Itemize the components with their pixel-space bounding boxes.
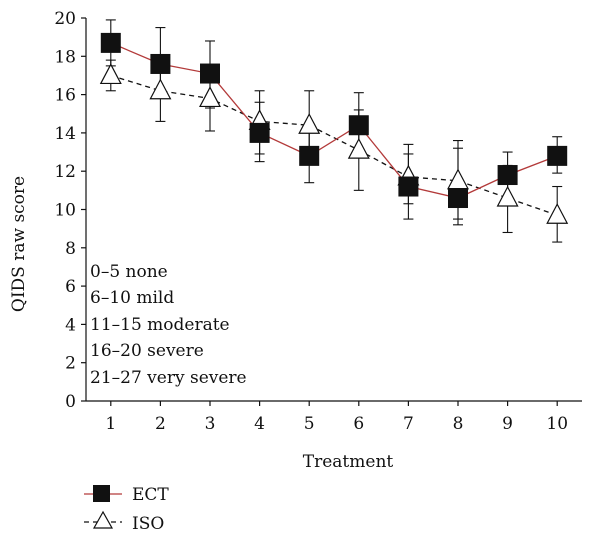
data-point-iso	[447, 168, 469, 190]
series-line-iso	[110, 74, 558, 216]
error-bars-layer	[105, 19, 563, 243]
legend: ECT ISO	[84, 485, 169, 534]
data-point-iso	[199, 86, 221, 108]
y-tick-label: 18	[54, 47, 76, 67]
data-point-ect	[497, 165, 518, 186]
x-tick-label: 3	[205, 414, 216, 434]
series-line-ect	[110, 42, 558, 199]
y-axis-label: QIDS raw score	[9, 176, 29, 312]
severity-note-line: 16–20 severe	[90, 341, 204, 361]
y-tick-label: 12	[54, 162, 76, 182]
x-tick-label: 6	[353, 414, 364, 434]
severity-note-line: 0–5 none	[90, 262, 168, 282]
x-axis-label: Treatment	[303, 452, 394, 472]
x-tick-label: 8	[453, 414, 464, 434]
y-tick-label: 2	[65, 354, 76, 374]
x-tick-label: 2	[155, 414, 166, 434]
legend-iso-label: ISO	[132, 514, 164, 534]
data-point-ect	[150, 53, 171, 74]
severity-note-line: 21–27 very severe	[90, 368, 247, 388]
x-tick-label: 9	[502, 414, 513, 434]
legend-ect-label: ECT	[132, 485, 169, 505]
legend-ect-square-icon	[93, 485, 110, 502]
data-point-ect	[299, 145, 320, 166]
legend-item-iso: ISO	[84, 510, 164, 534]
data-point-ect	[547, 145, 568, 166]
y-tick-label: 8	[65, 239, 76, 259]
series-lines-layer	[110, 42, 558, 216]
severity-annotation: 0–5 none 6–10 mild 11–15 moderate 16–20 …	[90, 262, 247, 388]
x-tick-label: 4	[254, 414, 265, 434]
y-tick-label: 20	[54, 9, 76, 29]
data-point-ect	[398, 176, 419, 197]
data-point-ect	[448, 188, 468, 209]
markers-layer	[99, 32, 569, 224]
data-point-iso	[347, 137, 370, 159]
y-tick-label: 0	[65, 392, 76, 412]
data-point-ect	[249, 122, 270, 143]
x-tick-label: 7	[403, 414, 414, 434]
data-point-iso	[496, 185, 519, 207]
data-point-iso	[99, 63, 122, 85]
y-tick-label: 14	[54, 124, 76, 144]
x-tick-label: 10	[546, 414, 568, 434]
data-point-ect	[200, 63, 220, 84]
data-point-iso	[149, 78, 172, 100]
y-tick-label: 6	[65, 277, 76, 297]
legend-iso-triangle-icon	[92, 510, 114, 529]
data-point-iso	[546, 202, 569, 224]
data-point-ect	[100, 32, 121, 53]
legend-item-ect: ECT	[84, 485, 169, 505]
x-tick-label: 5	[304, 414, 315, 434]
x-tick-label: 1	[105, 414, 116, 434]
data-point-iso	[298, 112, 321, 134]
y-tick-label: 4	[65, 315, 76, 335]
y-tick-label: 16	[54, 86, 76, 106]
severity-note-line: 6–10 mild	[90, 288, 174, 308]
y-tick-label: 10	[54, 201, 76, 221]
data-point-ect	[348, 115, 369, 136]
severity-note-line: 11–15 moderate	[90, 315, 230, 335]
